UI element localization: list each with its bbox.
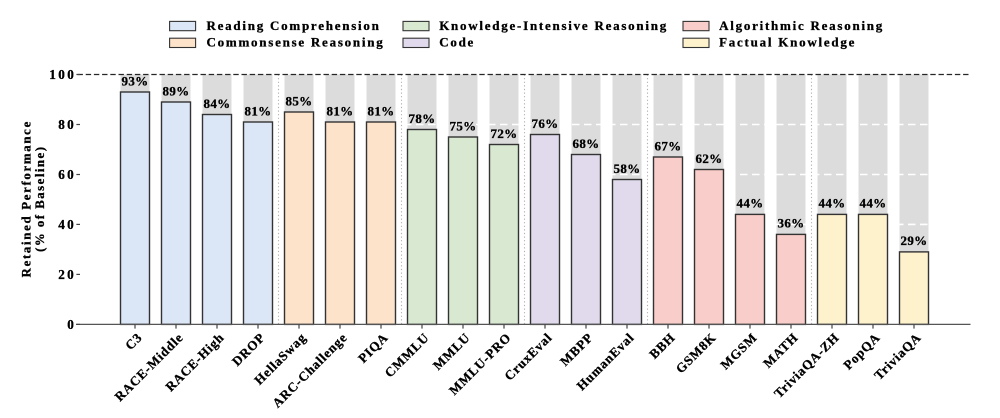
svg-text:40: 40 bbox=[58, 217, 76, 232]
svg-text:Reading Comprehension: Reading Comprehension bbox=[207, 18, 381, 33]
svg-text:76%: 76% bbox=[531, 116, 558, 131]
svg-text:75%: 75% bbox=[449, 118, 476, 133]
svg-text:85%: 85% bbox=[285, 93, 312, 108]
svg-text:62%: 62% bbox=[695, 151, 722, 166]
svg-text:81%: 81% bbox=[244, 103, 271, 118]
svg-text:78%: 78% bbox=[408, 111, 435, 126]
svg-text:81%: 81% bbox=[326, 103, 353, 118]
svg-text:Knowledge-Intensive Reasoning: Knowledge-Intensive Reasoning bbox=[439, 18, 668, 33]
svg-text:60: 60 bbox=[58, 167, 76, 182]
svg-text:29%: 29% bbox=[900, 233, 927, 248]
svg-text:Commonsense Reasoning: Commonsense Reasoning bbox=[207, 35, 385, 50]
svg-text:44%: 44% bbox=[818, 196, 845, 211]
svg-text:44%: 44% bbox=[859, 196, 886, 211]
svg-text:58%: 58% bbox=[613, 161, 640, 176]
svg-text:Factual Knowledge: Factual Knowledge bbox=[719, 35, 856, 50]
svg-text:81%: 81% bbox=[367, 103, 394, 118]
svg-text:20: 20 bbox=[58, 267, 76, 282]
svg-text:89%: 89% bbox=[162, 83, 189, 98]
svg-text:36%: 36% bbox=[777, 216, 804, 231]
svg-text:Algorithmic Reasoning: Algorithmic Reasoning bbox=[719, 18, 884, 33]
svg-text:44%: 44% bbox=[736, 196, 763, 211]
svg-text:93%: 93% bbox=[121, 73, 148, 88]
svg-text:Code: Code bbox=[439, 35, 475, 50]
svg-text:84%: 84% bbox=[203, 96, 230, 111]
svg-text:72%: 72% bbox=[490, 126, 517, 141]
svg-text:0: 0 bbox=[67, 317, 76, 332]
svg-text:100: 100 bbox=[49, 67, 76, 82]
svg-text:67%: 67% bbox=[654, 138, 681, 153]
svg-text:68%: 68% bbox=[572, 136, 599, 151]
svg-text:Retained Performance: Retained Performance bbox=[20, 120, 34, 277]
svg-text:(% of Baseline): (% of Baseline) bbox=[33, 146, 47, 252]
svg-text:80: 80 bbox=[58, 117, 76, 132]
